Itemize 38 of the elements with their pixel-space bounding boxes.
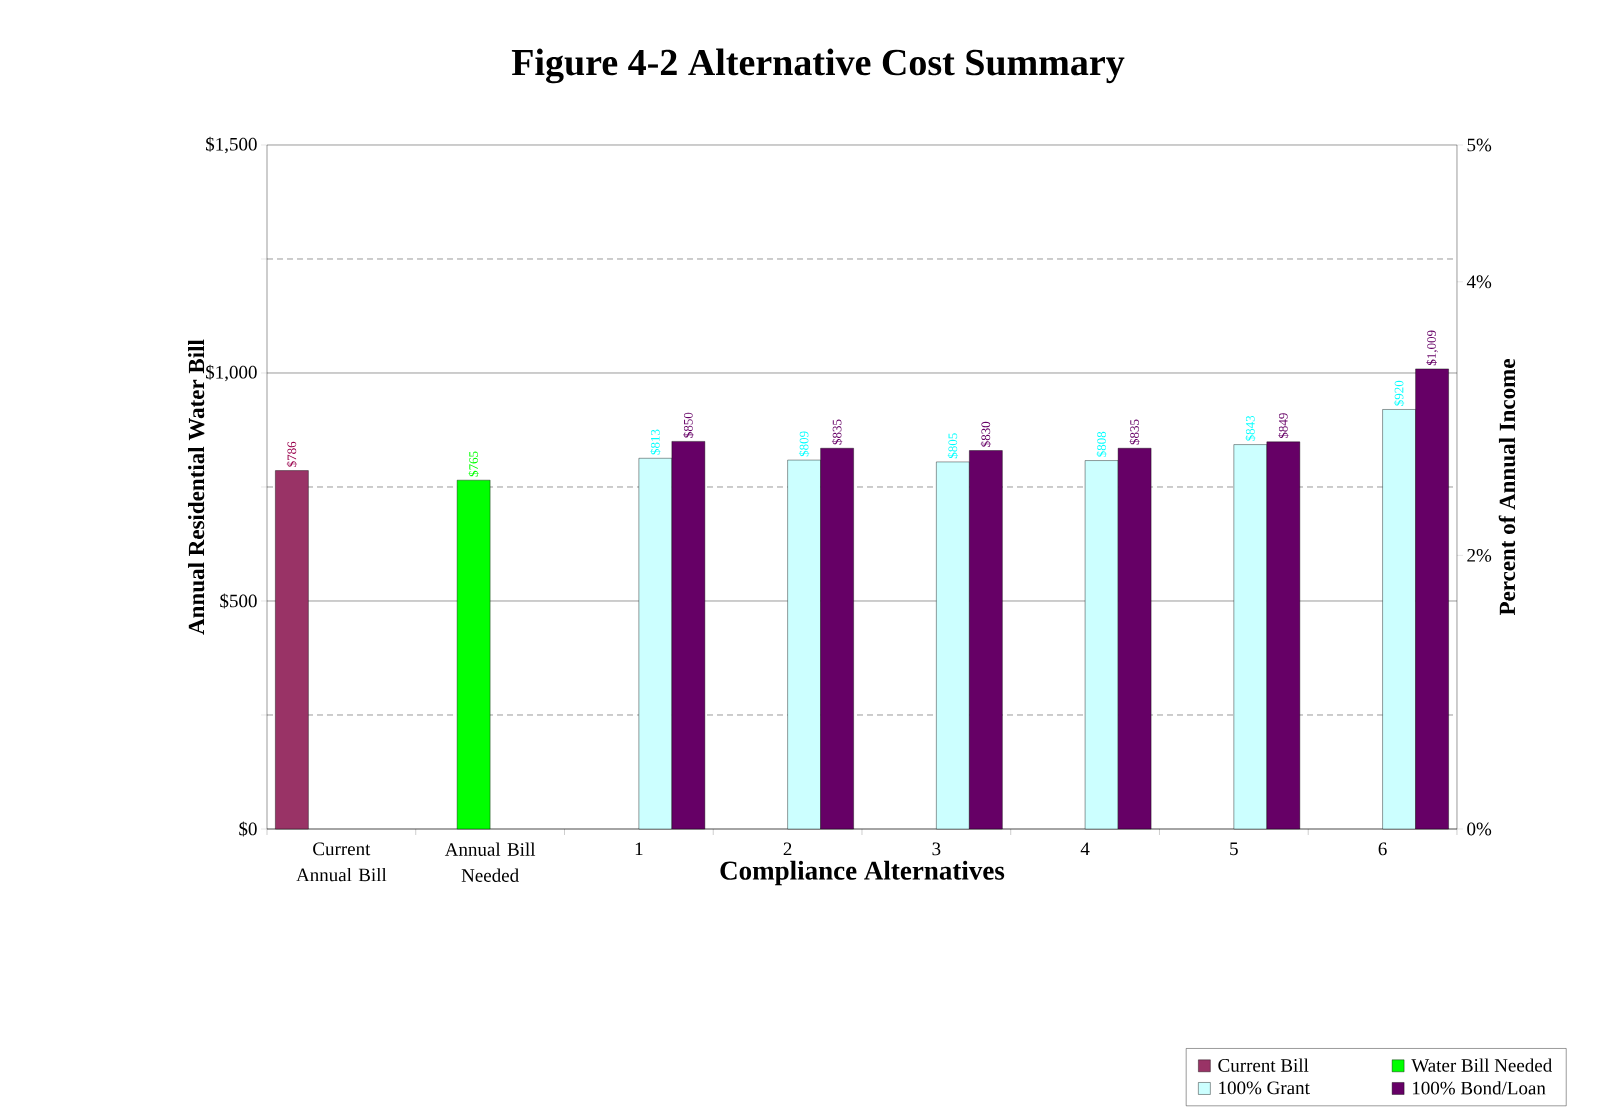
x-tick-label: Annual Bill Needed	[444, 842, 536, 882]
data-label: $835	[831, 419, 843, 445]
data-label: $830	[980, 421, 992, 447]
y2-axis-title: Percent of Annual Income	[1498, 359, 1516, 616]
data-label: $843	[1245, 415, 1256, 441]
legend-label: 100% Bond/Loan	[1412, 1081, 1546, 1095]
y2-tick-label: 0%	[1467, 822, 1492, 836]
data-label: $809	[798, 431, 810, 457]
data-label: $835	[1129, 419, 1140, 445]
x-tick-label: 3	[932, 842, 941, 856]
data-label: $805	[947, 433, 959, 459]
x-tick-label: Current Annual Bill	[296, 842, 387, 882]
y2-tick-label: 5%	[1467, 138, 1492, 152]
data-label: $849	[1278, 413, 1289, 439]
y2-tick-label: 2%	[1467, 548, 1492, 562]
y-tick-label: $1,500	[206, 136, 257, 154]
y-tick-label: $0	[239, 821, 257, 837]
data-label: $920	[1393, 380, 1405, 406]
chart-title: Figure 4-2 Alternative Cost Summary	[511, 48, 1125, 84]
x-tick-label: 6	[1378, 842, 1387, 856]
y-tick-label: $500	[220, 593, 257, 609]
data-label: $808	[1096, 431, 1107, 457]
x-tick-label: 5	[1230, 842, 1238, 856]
data-label: $813	[650, 429, 661, 455]
legend-label: Water Bill Needed	[1411, 1058, 1552, 1072]
legend-label: 100% Grant	[1219, 1081, 1310, 1095]
y2-tick-label: 4%	[1466, 275, 1492, 289]
x-tick-label: 2	[783, 842, 792, 856]
y-tick-label: $1,000	[206, 364, 257, 382]
y-axis-title: Annual Residential Water Bill	[188, 339, 205, 635]
x-tick-label: 4	[1080, 842, 1090, 856]
data-label: $765	[468, 451, 479, 477]
x-axis-title: Compliance Alternatives	[720, 860, 1005, 886]
data-label: $850	[683, 412, 694, 438]
data-label: $786	[286, 441, 298, 467]
legend-label: Current Bill	[1218, 1058, 1309, 1072]
data-label: $1,009	[1426, 330, 1438, 366]
x-tick-label: 1	[635, 842, 643, 856]
